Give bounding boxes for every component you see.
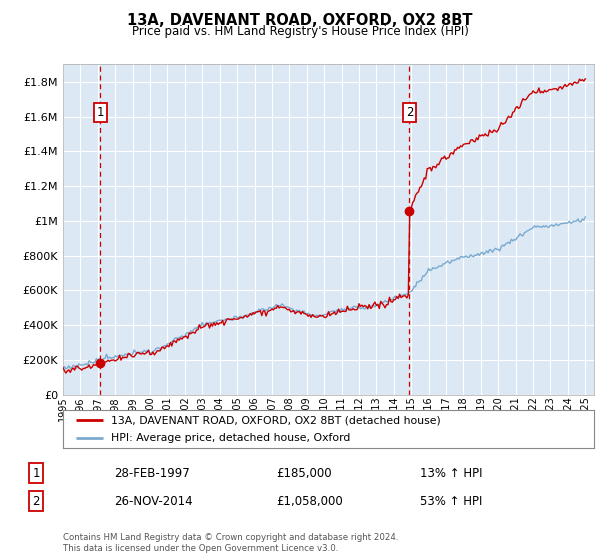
Text: 13A, DAVENANT ROAD, OXFORD, OX2 8BT: 13A, DAVENANT ROAD, OXFORD, OX2 8BT [127,13,473,28]
Text: 28-FEB-1997: 28-FEB-1997 [114,466,190,480]
Text: HPI: Average price, detached house, Oxford: HPI: Average price, detached house, Oxfo… [111,433,350,443]
Text: Price paid vs. HM Land Registry's House Price Index (HPI): Price paid vs. HM Land Registry's House … [131,25,469,38]
Text: 2: 2 [32,494,40,508]
Text: 2: 2 [406,106,413,119]
Text: 26-NOV-2014: 26-NOV-2014 [114,494,193,508]
Text: 13% ↑ HPI: 13% ↑ HPI [420,466,482,480]
Text: 1: 1 [97,106,104,119]
Text: £1,058,000: £1,058,000 [276,494,343,508]
Text: 13A, DAVENANT ROAD, OXFORD, OX2 8BT (detached house): 13A, DAVENANT ROAD, OXFORD, OX2 8BT (det… [111,415,440,425]
Text: 1: 1 [32,466,40,480]
Text: 53% ↑ HPI: 53% ↑ HPI [420,494,482,508]
Text: £185,000: £185,000 [276,466,332,480]
Text: Contains HM Land Registry data © Crown copyright and database right 2024.
This d: Contains HM Land Registry data © Crown c… [63,533,398,553]
